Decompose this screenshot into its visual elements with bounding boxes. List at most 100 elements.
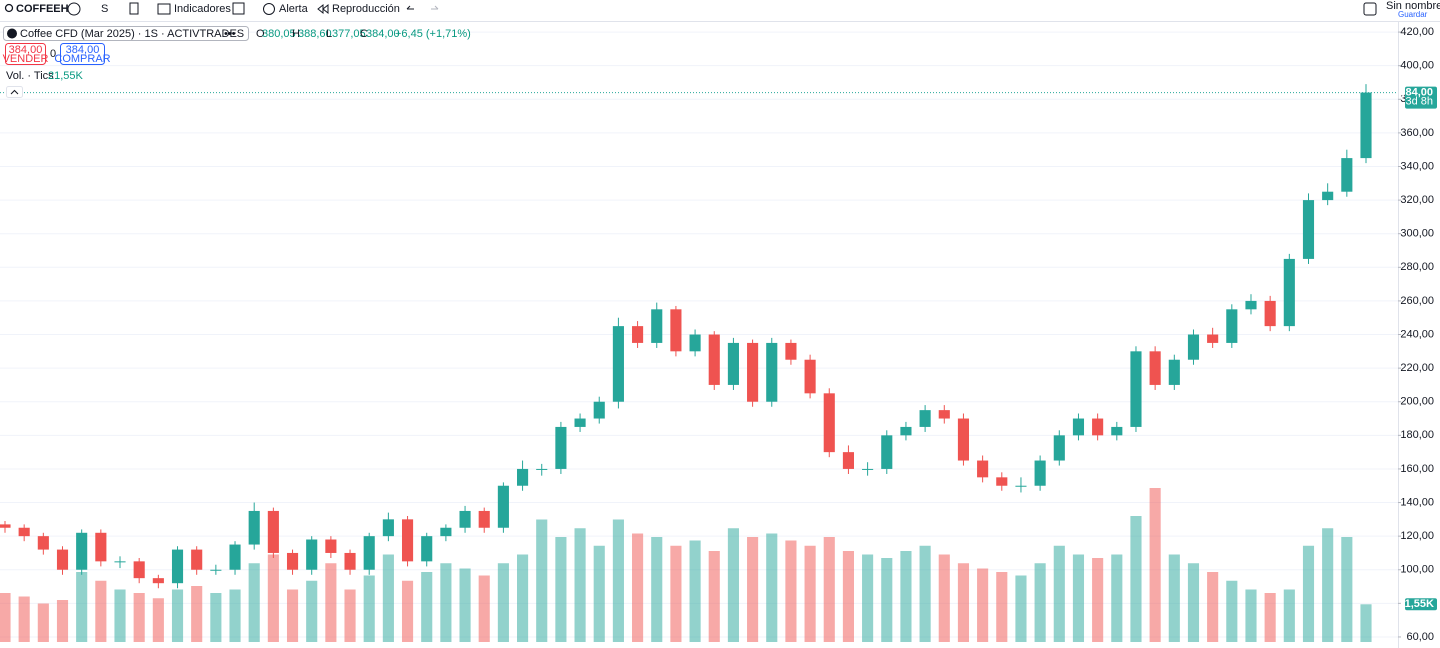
volume-bar bbox=[95, 580, 107, 642]
candle-body bbox=[133, 561, 145, 579]
candle-body bbox=[651, 309, 663, 343]
legend-more[interactable]: ••• bbox=[224, 28, 236, 40]
volume-bar bbox=[37, 603, 49, 642]
volume-bar bbox=[1322, 528, 1334, 642]
candle-body bbox=[1111, 426, 1123, 436]
layout-icon[interactable] bbox=[1363, 2, 1377, 16]
y-tick-label: 320,00 bbox=[1400, 194, 1434, 206]
candle-body bbox=[996, 477, 1008, 486]
templates[interactable] bbox=[232, 2, 245, 15]
candle-body bbox=[670, 309, 682, 352]
y-tick-label: 180,00 bbox=[1400, 429, 1434, 441]
candle-body bbox=[823, 393, 835, 453]
candle-body bbox=[957, 418, 970, 461]
save[interactable]: Guardar bbox=[1398, 10, 1428, 19]
candle-body bbox=[900, 426, 912, 436]
y-tick-label: 220,00 bbox=[1400, 362, 1434, 374]
volume-bar bbox=[210, 593, 222, 642]
volume-bar bbox=[1245, 589, 1257, 642]
volume-bar bbox=[996, 572, 1008, 642]
candle-body bbox=[1130, 351, 1142, 427]
volume-bar bbox=[76, 572, 88, 642]
indicators-icon[interactable] bbox=[157, 3, 171, 15]
sell-label[interactable]: VENDER bbox=[3, 53, 49, 65]
candle-body bbox=[1053, 435, 1065, 461]
volume-bar bbox=[517, 554, 529, 642]
legend-box[interactable] bbox=[3, 26, 249, 41]
undo[interactable] bbox=[406, 5, 414, 10]
alert-icon[interactable] bbox=[263, 3, 275, 15]
legend-title[interactable]: Coffee CFD (Mar 2025) · 1S · ACTIVTRADES bbox=[20, 28, 244, 40]
candle-body bbox=[18, 527, 30, 537]
candle-body bbox=[766, 342, 778, 402]
y-tick-label: 340,00 bbox=[1400, 160, 1434, 172]
candle-body bbox=[632, 326, 644, 343]
volume-bar bbox=[1341, 537, 1353, 642]
candle-body bbox=[804, 359, 816, 394]
candle-body bbox=[95, 532, 107, 562]
price-axis: 60,0080,00100,00120,00140,00160,00180,00… bbox=[1398, 26, 1437, 643]
alert[interactable]: Alerta bbox=[279, 3, 309, 15]
symbol[interactable]: COFFEEH bbox=[16, 3, 69, 15]
candle-body bbox=[440, 527, 452, 537]
redo[interactable] bbox=[431, 5, 439, 10]
replay-icon[interactable] bbox=[317, 3, 329, 15]
candle-body bbox=[1092, 418, 1104, 436]
candle-body bbox=[1149, 351, 1161, 385]
search-icon[interactable] bbox=[4, 3, 14, 13]
y-tick-label: 280,00 bbox=[1400, 261, 1434, 273]
y-tick-label: 400,00 bbox=[1400, 60, 1434, 72]
candle-body bbox=[1034, 460, 1046, 486]
volume-bar bbox=[171, 589, 184, 642]
candle-body bbox=[114, 561, 126, 563]
y-tick-label: 240,00 bbox=[1400, 328, 1434, 340]
candle-body bbox=[1072, 418, 1085, 436]
volume-bar bbox=[114, 589, 126, 642]
replay[interactable]: Reproducción bbox=[332, 3, 400, 15]
volume-bar bbox=[670, 545, 682, 642]
volume-bar bbox=[267, 554, 279, 642]
volume-bar bbox=[1264, 593, 1276, 642]
candle-body bbox=[421, 536, 433, 562]
volume-bar bbox=[56, 600, 69, 642]
buy-label[interactable]: COMPRAR bbox=[54, 53, 110, 65]
buy-price[interactable]: 384,00 bbox=[66, 44, 100, 56]
y-tick-label: 200,00 bbox=[1400, 396, 1434, 408]
volume-bar bbox=[574, 528, 586, 642]
volume-bar bbox=[248, 563, 260, 642]
candle-body bbox=[1207, 334, 1219, 343]
volume-bar bbox=[1149, 488, 1161, 642]
sell-button[interactable] bbox=[5, 43, 46, 65]
volume-bar bbox=[1226, 580, 1238, 642]
indicators[interactable]: Indicadores bbox=[174, 3, 231, 15]
candle-body bbox=[56, 549, 69, 570]
chart-type[interactable] bbox=[129, 2, 139, 15]
candle-body bbox=[1245, 300, 1257, 310]
candle-body bbox=[1015, 485, 1027, 487]
candle-body bbox=[977, 460, 989, 478]
volume-bar bbox=[344, 589, 356, 642]
candle-body bbox=[210, 569, 222, 571]
collapse-button[interactable] bbox=[6, 86, 23, 98]
interval[interactable]: S bbox=[101, 3, 108, 15]
sell-price[interactable]: 384,00 bbox=[9, 44, 43, 56]
volume-bar bbox=[191, 586, 203, 642]
volume-bar bbox=[766, 533, 778, 642]
legend: Coffee CFD (Mar 2025) · 1S · ACTIVTRADES… bbox=[3, 26, 471, 98]
volume-bar bbox=[1360, 604, 1372, 642]
layout-name[interactable]: Sin nombre bbox=[1386, 0, 1440, 12]
buy-button[interactable] bbox=[60, 43, 105, 65]
volume-bar bbox=[1072, 554, 1085, 642]
add-symbol[interactable] bbox=[67, 2, 81, 16]
volume-bar bbox=[881, 558, 893, 642]
candle-body bbox=[919, 410, 931, 427]
candle-body bbox=[555, 426, 567, 469]
volume-bar bbox=[900, 551, 912, 642]
volume-bar bbox=[0, 593, 11, 642]
volume-bar bbox=[612, 519, 624, 642]
volume-bar bbox=[938, 554, 950, 642]
volume-bar bbox=[555, 537, 567, 642]
volume-bar bbox=[747, 537, 759, 642]
volume-bar bbox=[1111, 554, 1123, 642]
y-tick-label: 60,00 bbox=[1406, 631, 1434, 643]
